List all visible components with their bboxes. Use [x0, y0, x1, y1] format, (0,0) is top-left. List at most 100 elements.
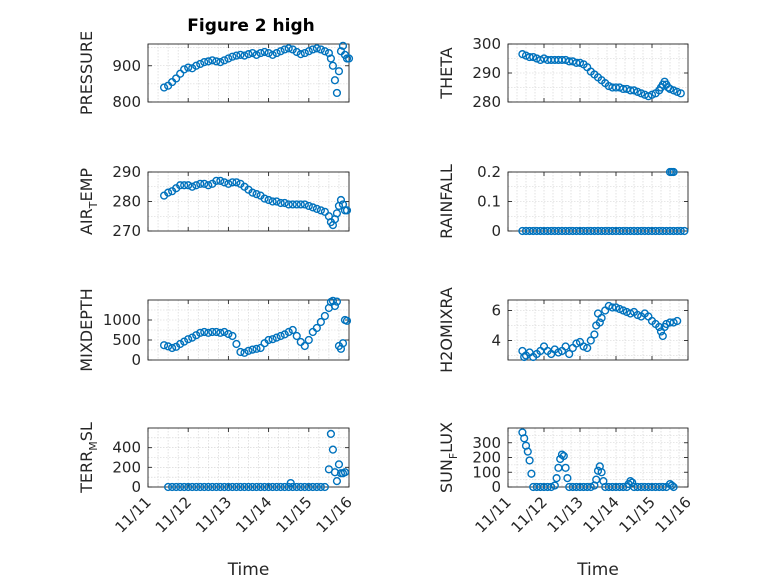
data-point	[224, 54, 233, 63]
data-point	[276, 482, 285, 492]
axes-frame	[147, 299, 350, 361]
data-point	[236, 50, 245, 59]
data-point	[520, 434, 529, 443]
data-point	[272, 197, 281, 206]
data-point	[667, 481, 676, 490]
axes-frame	[147, 43, 350, 103]
data-point	[676, 89, 685, 98]
data-point	[284, 327, 293, 337]
data-point	[655, 322, 664, 332]
y-tick-label: 800	[112, 93, 141, 111]
data-point	[212, 57, 221, 66]
data-point	[248, 48, 257, 58]
data-point	[172, 74, 181, 83]
data-point	[212, 176, 221, 185]
data-point	[561, 342, 570, 351]
y-tick-label: 0	[491, 478, 501, 496]
data-point	[240, 51, 249, 60]
data-point	[176, 339, 185, 349]
data-point	[628, 478, 637, 487]
data-point	[292, 482, 301, 492]
y-tick-label: 200	[112, 458, 141, 476]
figure-title: Figure 2 high	[187, 16, 315, 36]
data-point	[288, 45, 297, 54]
data-point	[292, 47, 301, 57]
y-tick-label: 270	[112, 222, 141, 240]
data-point	[180, 181, 189, 190]
data-point	[669, 482, 678, 492]
data-point	[244, 50, 253, 59]
y-axis-label: AIRTEMP	[77, 168, 100, 235]
data-point	[280, 482, 289, 492]
x-tick-label: 11/13	[544, 493, 587, 536]
data-point	[216, 176, 225, 185]
data-point	[334, 460, 344, 469]
subplot-pressure: 800 900 PRESSURE	[77, 31, 354, 115]
data-point	[188, 64, 197, 73]
data-point	[168, 482, 177, 492]
data-point	[180, 337, 189, 346]
data-point	[188, 182, 197, 191]
data-point	[248, 188, 257, 197]
data-point	[176, 69, 185, 78]
data-point	[597, 313, 606, 323]
data-point	[180, 482, 189, 492]
data-point	[280, 330, 289, 339]
data-point	[188, 482, 197, 492]
data-point	[304, 201, 313, 211]
data-point	[312, 323, 321, 333]
data-point	[332, 297, 342, 306]
data-point	[332, 477, 342, 486]
data-point	[312, 482, 321, 492]
data-point	[286, 478, 295, 488]
data-point	[236, 482, 245, 492]
y-tick-label: 0	[131, 478, 141, 496]
data-point	[340, 468, 350, 477]
y-tick-label: 400	[112, 439, 141, 457]
data-point	[232, 482, 241, 492]
y-tick-label: 4	[491, 332, 501, 350]
y-tick-label: 900	[112, 57, 141, 75]
data-point	[316, 317, 325, 327]
data-point	[196, 328, 205, 337]
data-point	[272, 482, 281, 492]
x-tick-label: 11/16	[313, 493, 356, 536]
data-point	[216, 482, 225, 492]
data-point	[552, 474, 561, 483]
data-point	[563, 474, 572, 483]
data-point	[595, 318, 604, 327]
data-point	[252, 344, 261, 353]
data-point	[252, 50, 261, 59]
data-point	[268, 50, 277, 59]
data-point	[236, 347, 245, 357]
data-point	[172, 482, 181, 492]
data-point	[296, 482, 305, 492]
data-point	[232, 178, 241, 187]
data-point	[196, 482, 205, 492]
y-axis-label: THETA	[437, 47, 456, 99]
data-point	[220, 178, 229, 187]
data-point	[248, 345, 257, 354]
data-point	[320, 207, 329, 216]
data-point	[300, 482, 309, 492]
data-point	[320, 47, 329, 56]
data-point	[164, 342, 173, 351]
data-point	[330, 76, 340, 85]
data-point	[568, 343, 577, 353]
data-point	[527, 469, 536, 478]
data-point	[304, 335, 313, 345]
y-tick-label: 300	[472, 35, 501, 53]
data-point	[676, 226, 685, 236]
data-point	[334, 67, 344, 76]
x-tick-label: 11/12	[152, 493, 195, 536]
data-point	[284, 200, 293, 209]
data-point	[276, 331, 285, 341]
data-point	[669, 167, 678, 177]
data-point	[300, 341, 309, 351]
data-point	[292, 200, 301, 209]
data-point	[300, 48, 309, 58]
data-point	[228, 482, 237, 492]
data-point	[212, 482, 221, 492]
data-point	[256, 482, 265, 492]
data-point	[260, 482, 269, 492]
